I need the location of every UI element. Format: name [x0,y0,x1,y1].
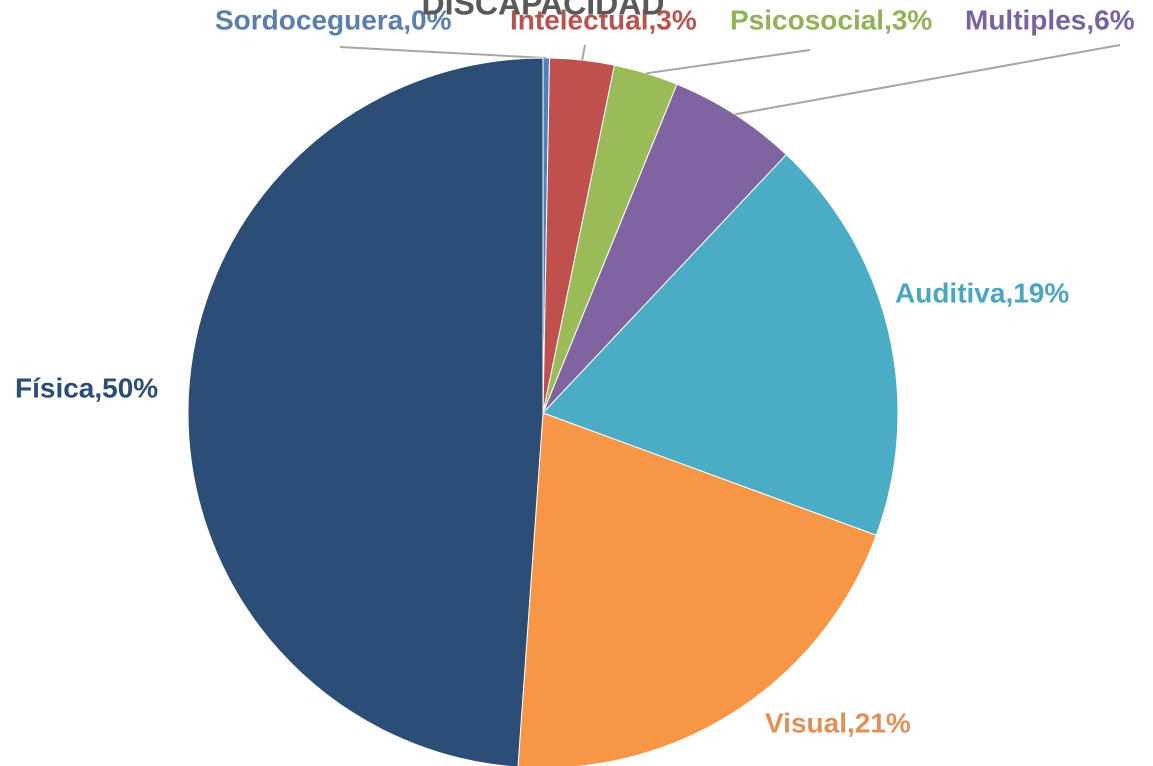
data-label: Auditiva,19% [895,277,1069,308]
chart-title: DISCAPACIDAD [422,0,665,21]
pie-slice [542,83,788,414]
leader-line [646,49,811,75]
leader-line [339,46,547,60]
data-label: Sordoceguera,0% [215,4,452,35]
pie-slice [542,153,899,536]
pie-slice [517,412,877,766]
pie-slice [187,57,544,766]
data-label: Intelectual,3% [510,4,697,35]
data-label: Multiples,6% [965,4,1135,35]
data-label: Visual,21% [765,707,911,738]
data-label: Psicosocial,3% [730,4,932,35]
leader-line [581,44,586,61]
data-label: Física,50% [15,372,158,403]
leader-line [734,44,1121,116]
